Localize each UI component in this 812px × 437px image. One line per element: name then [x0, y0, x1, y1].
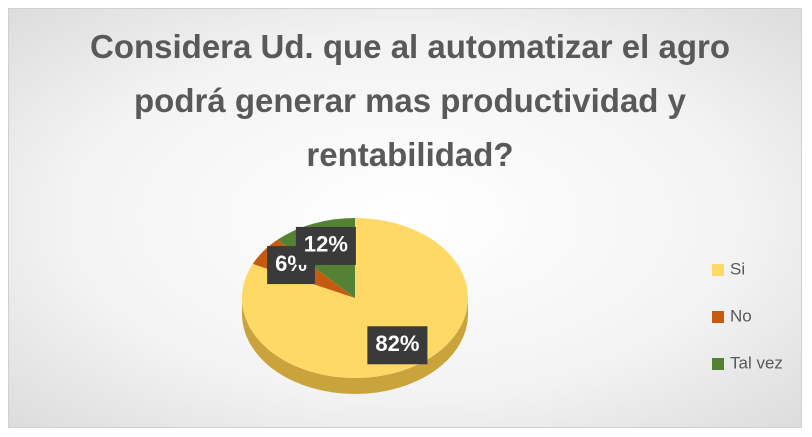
- legend-swatch: [712, 311, 724, 323]
- legend-label: Si: [730, 259, 745, 278]
- legend-swatch: [712, 264, 724, 276]
- data-label: 82%: [375, 331, 419, 356]
- legend-label: No: [730, 306, 752, 325]
- data-label: 12%: [304, 232, 348, 257]
- pie-side: [242, 298, 468, 394]
- data-label-box: [367, 326, 428, 365]
- legend-swatch: [712, 358, 724, 370]
- legend-label: Tal vez: [730, 353, 783, 372]
- chart-title: Considera Ud. que al automatizar el agro…: [90, 28, 730, 173]
- data-label-box: [295, 226, 356, 265]
